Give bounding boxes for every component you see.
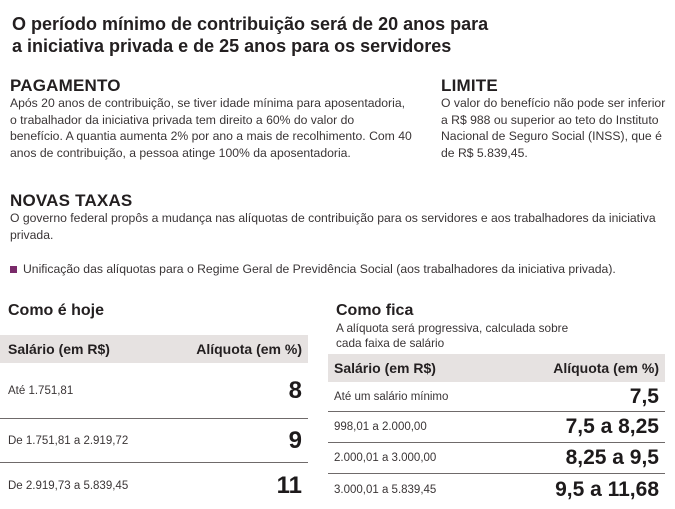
- aliquota-cell: 11: [276, 472, 302, 499]
- pagamento-line: Após 20 anos de contribuição, se tiver i…: [10, 96, 405, 110]
- como-fica-header: Salário (em R$) Alíquota (em %): [328, 354, 665, 382]
- novas-taxas-line: O governo federal propôs a mudança nas a…: [10, 211, 656, 225]
- como-e-hoje-table: Salário (em R$) Alíquota (em %) Até 1.75…: [0, 335, 308, 509]
- pagamento-line: benefício. A quantia aumenta 2% por ano …: [10, 129, 412, 143]
- salario-cell: Até 1.751,81: [8, 384, 74, 397]
- salario-cell: 998,01 a 2.000,00: [334, 421, 427, 433]
- col-aliquota-header: Alíquota (em %): [196, 341, 302, 357]
- limite-text: O valor do benefício não pode ser inferi…: [441, 95, 671, 161]
- pagamento-line: o trabalhador da iniciativa privada tem …: [10, 112, 355, 127]
- square-bullet-icon: [10, 265, 17, 273]
- table-row: Até 1.751,81 8: [0, 363, 308, 419]
- limite-title: LIMITE: [441, 76, 498, 95]
- como-fica-subtitle: A alíquota será progressiva, calculada s…: [336, 321, 666, 350]
- limite-line: a R$ 988 ou superior ao teto do Institut…: [441, 112, 659, 127]
- novas-taxas-text: O governo federal propôs a mudança nas a…: [10, 210, 670, 243]
- table-row: De 2.919,73 a 5.839,45 11: [0, 463, 308, 509]
- salario-cell: Até um salário mínimo: [334, 390, 449, 403]
- headline-line-1: O período mínimo de contribuição será de…: [12, 14, 489, 34]
- col-salario-header: Salário (em R$): [334, 360, 436, 376]
- limite-line: O valor do benefício não pode ser inferi…: [441, 96, 666, 110]
- table-row: 998,01 a 2.000,00 7,5 a 8,25: [328, 412, 665, 443]
- headline: O período mínimo de contribuição será de…: [12, 13, 532, 57]
- aliquota-cell: 9: [288, 426, 302, 454]
- aliquota-cell: 8,25 a 9,5: [565, 446, 659, 469]
- unificacao-note: Unificação das alíquotas para o Regime G…: [10, 262, 616, 276]
- aliquota-cell: 9,5 a 11,68: [555, 478, 659, 501]
- pagamento-title: PAGAMENTO: [10, 76, 121, 95]
- como-fica-table: Salário (em R$) Alíquota (em %) Até um s…: [328, 354, 665, 506]
- col-aliquota-header: Alíquota (em %): [553, 360, 659, 376]
- aliquota-cell: 7,5: [629, 384, 659, 408]
- pagamento-text: Após 20 anos de contribuição, se tiver i…: [10, 95, 430, 161]
- col-salario-header: Salário (em R$): [8, 341, 110, 357]
- salario-cell: 3.000,01 a 5.839,45: [334, 484, 437, 496]
- limite-line: Nacional de Seguro Social (INSS), que é: [441, 129, 662, 143]
- table-row: 2.000,01 a 3.000,00 8,25 a 9,5: [328, 443, 665, 474]
- como-e-hoje-header: Salário (em R$) Alíquota (em %): [0, 335, 308, 363]
- como-fica-subtitle-line: cada faixa de salário: [336, 335, 445, 350]
- aliquota-cell: 8: [288, 376, 302, 404]
- unificacao-note-text: Unificação das alíquotas para o Regime G…: [23, 262, 616, 276]
- salario-cell: De 2.919,73 a 5.839,45: [8, 480, 129, 492]
- table-row: De 1.751,81 a 2.919,72 9: [0, 419, 308, 463]
- headline-line-2: a iniciativa privada e de 25 anos para o…: [12, 36, 452, 56]
- salario-cell: 2.000,01 a 3.000,00: [334, 452, 437, 464]
- novas-taxas-line: privada.: [10, 227, 54, 242]
- novas-taxas-title: NOVAS TAXAS: [10, 191, 133, 210]
- salario-cell: De 1.751,81 a 2.919,72: [8, 434, 129, 447]
- table-row: 3.000,01 a 5.839,45 9,5 a 11,68: [328, 474, 665, 506]
- como-fica-title: Como fica: [336, 302, 414, 319]
- aliquota-cell: 7,5 a 8,25: [565, 415, 659, 438]
- limite-line: de R$ 5.839,45.: [441, 145, 528, 160]
- pagamento-line: anos de contribuição, a pessoa atinge 10…: [10, 145, 351, 160]
- table-row: Até um salário mínimo 7,5: [328, 382, 665, 412]
- como-fica-subtitle-line: A alíquota será progressiva, calculada s…: [336, 321, 569, 335]
- como-e-hoje-title: Como é hoje: [8, 302, 105, 319]
